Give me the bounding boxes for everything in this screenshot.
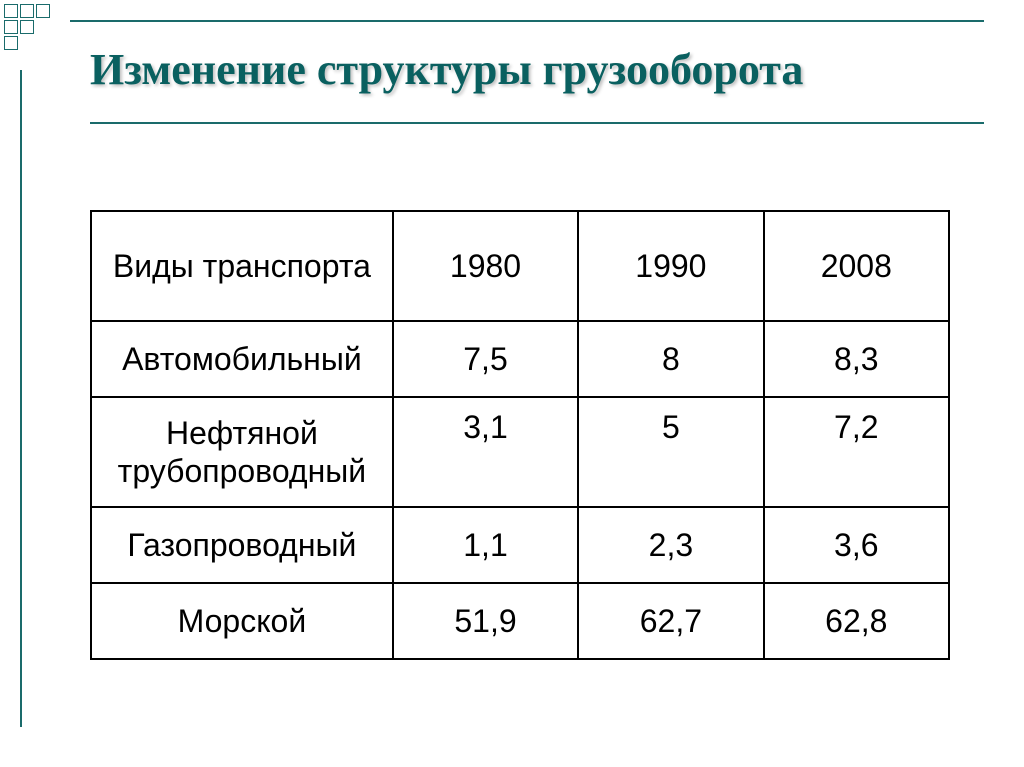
table-row: Морской 51,9 62,7 62,8 — [91, 583, 949, 659]
row-label: Газопроводный — [91, 507, 393, 583]
col-header-label: Виды транспорта — [91, 211, 393, 321]
cell-value: 2,3 — [578, 507, 763, 583]
cell-value: 5 — [578, 397, 763, 507]
slide-title: Изменение структуры грузооборота — [90, 44, 984, 95]
corner-decoration — [0, 0, 70, 70]
cell-value: 62,7 — [578, 583, 763, 659]
col-header-1980: 1980 — [393, 211, 578, 321]
top-rule — [70, 20, 984, 22]
row-label: Автомобильный — [91, 321, 393, 397]
cell-value: 62,8 — [764, 583, 949, 659]
table-row: Нефтяной трубопроводный 3,1 5 7,2 — [91, 397, 949, 507]
deco-square — [4, 20, 18, 34]
deco-square — [20, 20, 34, 34]
deco-square — [4, 36, 18, 50]
table-row: Автомобильный 7,5 8 8,3 — [91, 321, 949, 397]
title-underline — [90, 122, 984, 124]
cell-value: 7,5 — [393, 321, 578, 397]
cell-value: 8,3 — [764, 321, 949, 397]
cell-value: 3,6 — [764, 507, 949, 583]
deco-square — [4, 4, 18, 18]
row-label: Нефтяной трубопроводный — [91, 397, 393, 507]
row-label: Морской — [91, 583, 393, 659]
col-header-2008: 2008 — [764, 211, 949, 321]
cell-value: 1,1 — [393, 507, 578, 583]
cell-value: 8 — [578, 321, 763, 397]
deco-square — [36, 4, 50, 18]
left-rule — [20, 70, 22, 727]
freight-table: Виды транспорта 1980 1990 2008 Автомобил… — [90, 210, 950, 660]
table-row: Газопроводный 1,1 2,3 3,6 — [91, 507, 949, 583]
data-table-container: Виды транспорта 1980 1990 2008 Автомобил… — [90, 210, 950, 660]
deco-square — [20, 4, 34, 18]
cell-value: 3,1 — [393, 397, 578, 507]
col-header-1990: 1990 — [578, 211, 763, 321]
cell-value: 51,9 — [393, 583, 578, 659]
table-header-row: Виды транспорта 1980 1990 2008 — [91, 211, 949, 321]
cell-value: 7,2 — [764, 397, 949, 507]
